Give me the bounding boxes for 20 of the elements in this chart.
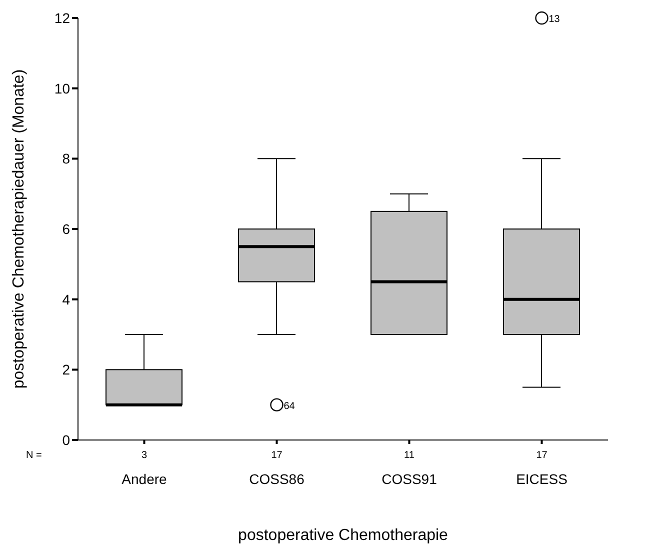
y-tick-label: 6 — [62, 220, 70, 237]
annotation: 13 — [548, 14, 560, 25]
annotation: 64 — [284, 400, 296, 412]
x-tick-label: EICESS — [516, 471, 568, 487]
text: N = — [26, 450, 42, 461]
text: 3 — [141, 450, 148, 461]
y-tick-label: 4 — [62, 291, 70, 308]
x-tick-label: COSS86 — [249, 471, 305, 487]
y-tick-label: 2 — [62, 362, 70, 378]
text: 17 — [536, 450, 548, 461]
text: 11 — [404, 450, 415, 461]
y-tick-label: 0 — [62, 432, 70, 448]
x-tick-label: COSS91 — [382, 471, 438, 487]
x-axis-title: postoperative Chemotherapie — [238, 527, 448, 544]
y-tick-label: 8 — [62, 150, 70, 167]
y-tick-label: 12 — [54, 10, 70, 26]
x-tick-label: Andere — [122, 471, 168, 487]
y-axis-title: postoperative Chemotherapiedauer (Monate) — [10, 69, 28, 389]
y-tick-label: 10 — [54, 80, 70, 96]
text: 17 — [271, 450, 283, 461]
